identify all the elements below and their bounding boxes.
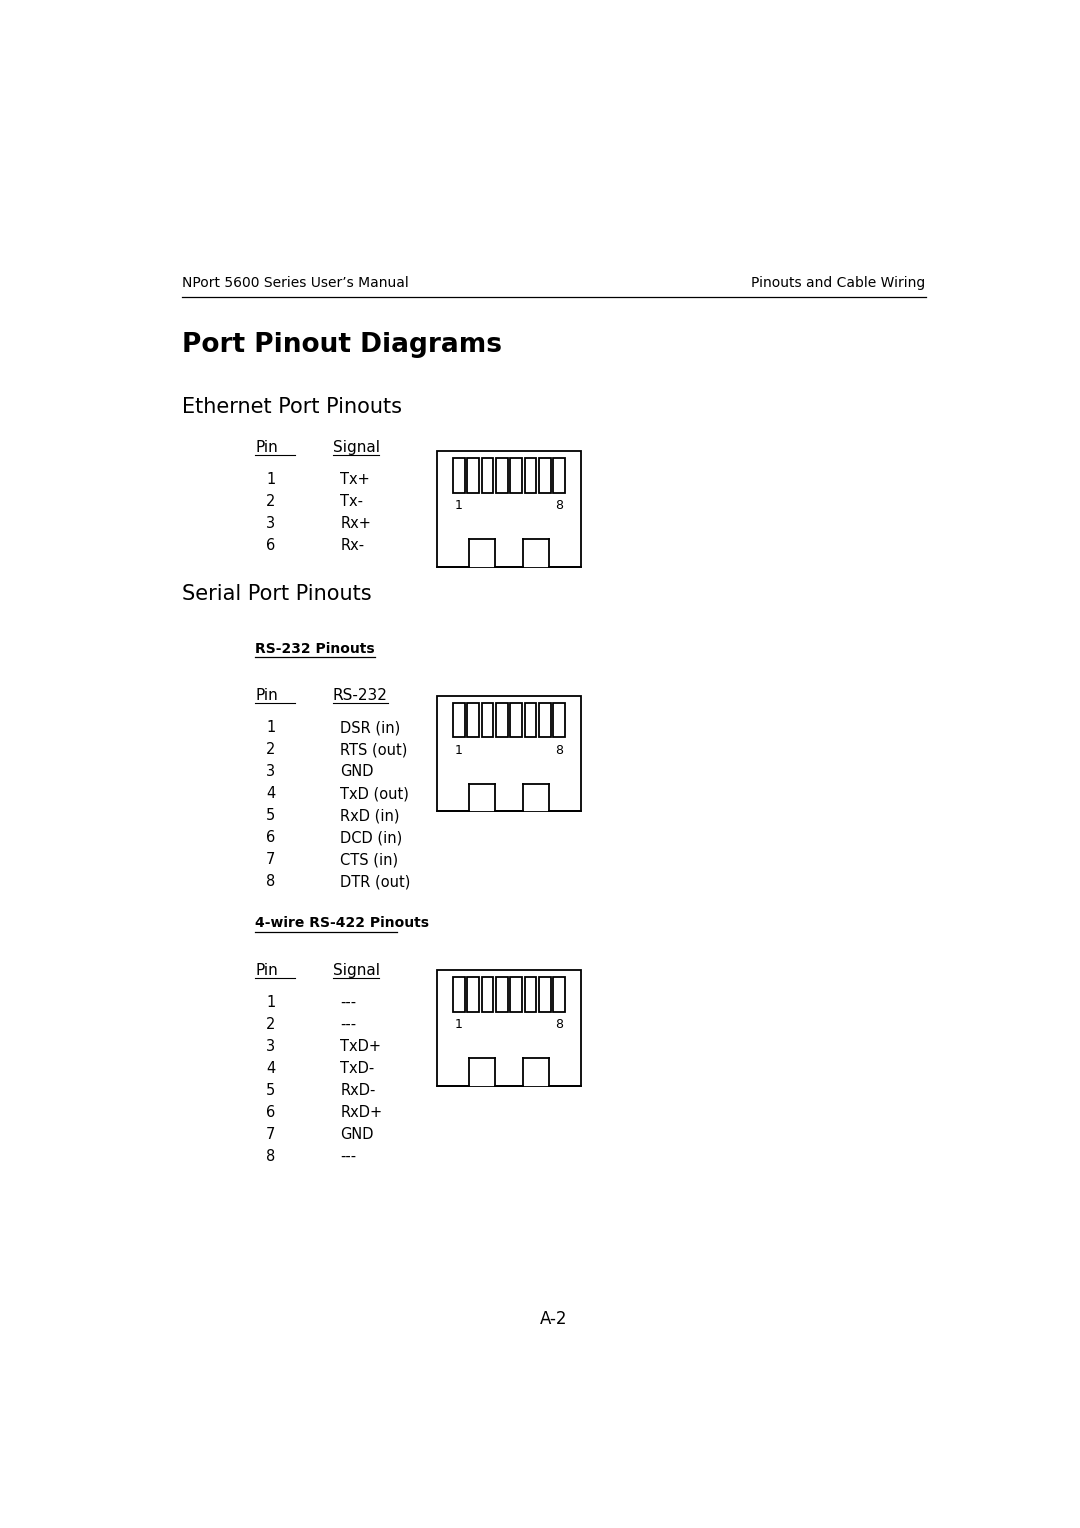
- Bar: [469, 1057, 495, 1086]
- Bar: [469, 539, 495, 567]
- Bar: [553, 978, 565, 1012]
- Text: RxD (in): RxD (in): [340, 808, 400, 824]
- Text: Signal: Signal: [333, 963, 380, 978]
- Bar: [525, 978, 537, 1012]
- Text: Rx-: Rx-: [340, 538, 365, 553]
- Text: Rx+: Rx+: [340, 516, 372, 532]
- Text: A-2: A-2: [540, 1309, 567, 1328]
- Text: 2: 2: [266, 494, 275, 509]
- Bar: [496, 703, 508, 738]
- Bar: [524, 1057, 549, 1086]
- Bar: [496, 458, 508, 494]
- Text: DCD (in): DCD (in): [340, 830, 403, 845]
- Text: Port Pinout Diagrams: Port Pinout Diagrams: [181, 332, 501, 358]
- Text: RxD+: RxD+: [340, 1105, 382, 1120]
- Text: TxD-: TxD-: [340, 1060, 375, 1076]
- Bar: [553, 458, 565, 494]
- Text: 1: 1: [266, 995, 275, 1010]
- Text: 4: 4: [266, 1060, 275, 1076]
- Bar: [539, 978, 551, 1012]
- Text: GND: GND: [340, 1126, 374, 1141]
- Bar: [510, 703, 522, 738]
- Text: 8: 8: [555, 744, 563, 756]
- Text: 5: 5: [266, 808, 275, 824]
- Bar: [437, 970, 581, 1086]
- Text: 7: 7: [266, 1126, 275, 1141]
- Text: 8: 8: [555, 1018, 563, 1031]
- Bar: [525, 703, 537, 738]
- Bar: [539, 703, 551, 738]
- Bar: [468, 703, 478, 738]
- Text: NPort 5600 Series User’s Manual: NPort 5600 Series User’s Manual: [181, 275, 408, 290]
- Text: 6: 6: [266, 538, 275, 553]
- Text: 2: 2: [266, 743, 275, 758]
- Bar: [469, 784, 495, 811]
- Text: CTS (in): CTS (in): [340, 853, 399, 866]
- Text: 8: 8: [266, 874, 275, 889]
- Text: ---: ---: [340, 1149, 356, 1163]
- Text: 1: 1: [455, 744, 462, 756]
- Bar: [453, 458, 464, 494]
- Text: ---: ---: [340, 1018, 356, 1031]
- Text: RxD-: RxD-: [340, 1083, 376, 1097]
- Bar: [437, 695, 581, 811]
- Text: 5: 5: [266, 1083, 275, 1097]
- Text: Pin: Pin: [255, 688, 278, 703]
- Bar: [468, 458, 478, 494]
- Text: 3: 3: [266, 1039, 275, 1054]
- Text: Signal: Signal: [333, 440, 380, 455]
- Text: TxD (out): TxD (out): [340, 787, 409, 801]
- Bar: [510, 458, 522, 494]
- Text: GND: GND: [340, 764, 374, 779]
- Bar: [524, 784, 549, 811]
- Text: Pinouts and Cable Wiring: Pinouts and Cable Wiring: [752, 275, 926, 290]
- Bar: [525, 458, 537, 494]
- Bar: [453, 703, 464, 738]
- Text: Serial Port Pinouts: Serial Port Pinouts: [181, 584, 372, 604]
- Text: TxD+: TxD+: [340, 1039, 381, 1054]
- Text: RS-232 Pinouts: RS-232 Pinouts: [255, 642, 375, 656]
- Text: DSR (in): DSR (in): [340, 720, 401, 735]
- Text: 8: 8: [266, 1149, 275, 1163]
- Text: Ethernet Port Pinouts: Ethernet Port Pinouts: [181, 397, 402, 417]
- Bar: [437, 451, 581, 567]
- Text: Pin: Pin: [255, 440, 278, 455]
- Text: 1: 1: [266, 472, 275, 487]
- Bar: [482, 703, 494, 738]
- Text: Tx-: Tx-: [340, 494, 363, 509]
- Text: 7: 7: [266, 853, 275, 866]
- Text: 6: 6: [266, 830, 275, 845]
- Text: 1: 1: [266, 720, 275, 735]
- Text: 6: 6: [266, 1105, 275, 1120]
- Bar: [510, 978, 522, 1012]
- Bar: [539, 458, 551, 494]
- Bar: [553, 703, 565, 738]
- Text: Tx+: Tx+: [340, 472, 370, 487]
- Text: 4-wire RS-422 Pinouts: 4-wire RS-422 Pinouts: [255, 917, 429, 931]
- Bar: [468, 978, 478, 1012]
- Text: 4: 4: [266, 787, 275, 801]
- Text: 2: 2: [266, 1018, 275, 1031]
- Text: 8: 8: [555, 500, 563, 512]
- Text: 3: 3: [266, 764, 275, 779]
- Bar: [482, 458, 494, 494]
- Text: ---: ---: [340, 995, 356, 1010]
- Text: RTS (out): RTS (out): [340, 743, 408, 758]
- Text: Pin: Pin: [255, 963, 278, 978]
- Text: DTR (out): DTR (out): [340, 874, 410, 889]
- Text: 1: 1: [455, 500, 462, 512]
- Bar: [482, 978, 494, 1012]
- Text: RS-232: RS-232: [333, 688, 388, 703]
- Bar: [496, 978, 508, 1012]
- Text: 1: 1: [455, 1018, 462, 1031]
- Bar: [453, 978, 464, 1012]
- Text: 3: 3: [266, 516, 275, 532]
- Bar: [524, 539, 549, 567]
